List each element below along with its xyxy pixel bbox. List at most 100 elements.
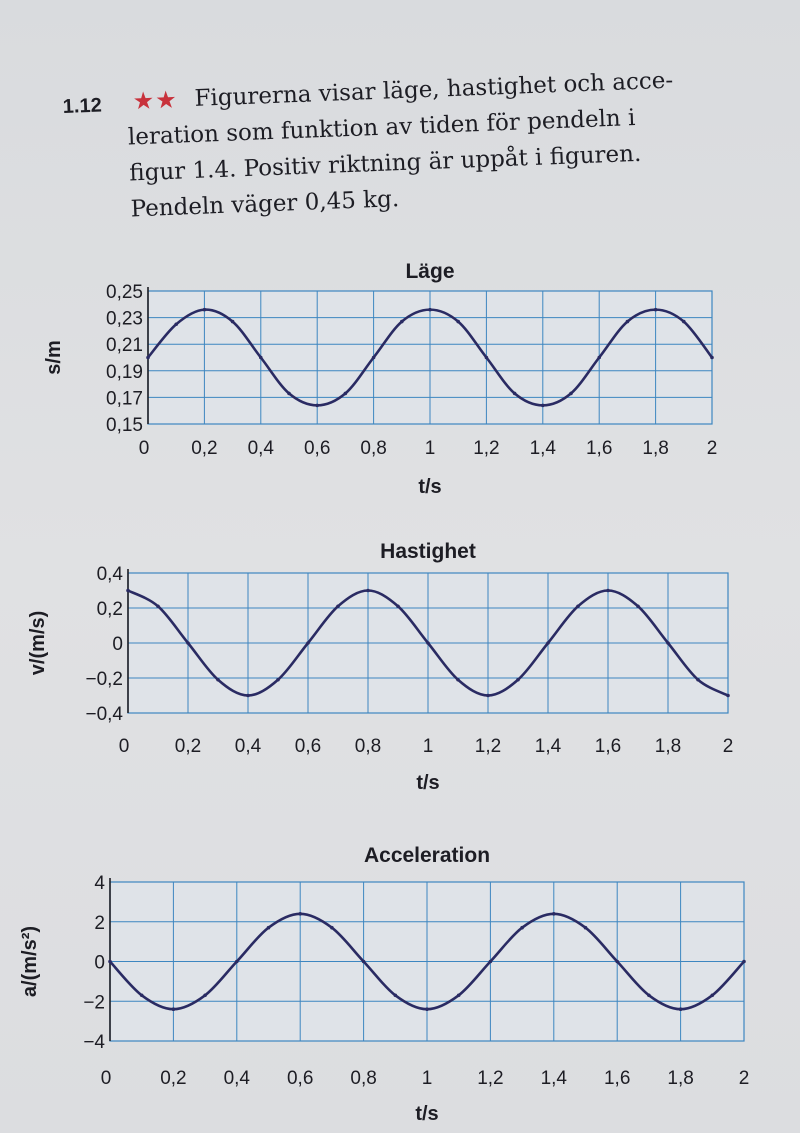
- x-tick-label: 0,2: [175, 736, 201, 757]
- data-point: [710, 993, 715, 998]
- x-tick-label: 2: [707, 438, 718, 459]
- chart-title: Hastighet: [380, 540, 476, 563]
- x-tick-label: 0,4: [248, 438, 275, 459]
- chart-title: Acceleration: [364, 844, 490, 867]
- x-tick-label: 0: [101, 1068, 112, 1089]
- y-tick-label: −2: [83, 992, 105, 1013]
- data-point: [139, 993, 144, 998]
- y-tick-label: 4: [94, 873, 105, 894]
- data-point: [186, 641, 190, 645]
- x-tick-label: 0,4: [224, 1068, 251, 1089]
- data-point: [636, 604, 640, 609]
- data-point: [486, 693, 490, 698]
- data-point: [336, 604, 340, 609]
- data-point: [361, 959, 366, 964]
- x-axis-label: t/s: [416, 772, 439, 794]
- data-point: [742, 959, 746, 964]
- y-tick-label: −0,2: [85, 669, 123, 690]
- x-tick-label: 1,4: [530, 438, 557, 459]
- data-point: [625, 319, 630, 324]
- y-tick-label: 0,4: [97, 564, 124, 585]
- x-tick-label: 0,8: [350, 1068, 376, 1089]
- data-point: [202, 307, 207, 312]
- data-point: [653, 307, 658, 312]
- y-tick-label: 0,2: [97, 599, 123, 620]
- data-point: [569, 391, 573, 396]
- data-point: [203, 993, 207, 998]
- x-tick-label: 0: [119, 736, 130, 757]
- data-point: [330, 925, 334, 930]
- data-point: [647, 993, 651, 998]
- data-point: [235, 959, 239, 964]
- x-tick-label: 2: [723, 736, 734, 757]
- data-point: [306, 641, 310, 645]
- y-axis-label: a/(m/s²): [19, 926, 41, 997]
- x-tick-label: 1,4: [541, 1068, 568, 1089]
- chart-3: Acceleration 4 2 0 −2 −4 0 0,2 0,4 0,6 0,8 1 1,2 1,4 1…: [19, 844, 749, 1125]
- data-point: [546, 641, 550, 645]
- x-axis-label: t/s: [415, 1103, 438, 1125]
- x-tick-label: 0,6: [287, 1068, 313, 1089]
- x-tick-label: 1: [423, 736, 434, 757]
- y-tick-label: 0,17: [106, 388, 143, 409]
- data-point: [174, 322, 178, 327]
- data-point: [597, 355, 601, 360]
- x-tick-label: 1,2: [473, 438, 499, 459]
- data-point: [396, 604, 400, 609]
- x-tick-label: 1,8: [642, 438, 668, 459]
- y-tick-label: 0,21: [106, 335, 143, 356]
- data-point: [606, 588, 610, 593]
- data-point: [287, 391, 291, 396]
- data-point: [366, 588, 370, 593]
- data-point: [230, 319, 235, 324]
- data-point: [488, 959, 493, 964]
- x-tick-label: 0,6: [304, 438, 330, 459]
- data-point: [456, 319, 461, 324]
- data-point: [615, 959, 619, 964]
- data-point: [400, 319, 404, 324]
- data-point: [343, 391, 348, 396]
- chart-1: Läge 0,25 0,23 0,21 0,19 0,17 0,150 0,2 0,4 0,6 0,…: [43, 260, 717, 498]
- data-point: [156, 604, 160, 609]
- x-tick-label: 0,2: [191, 438, 217, 459]
- x-tick-label: 1,6: [604, 1068, 630, 1089]
- data-point: [696, 677, 700, 682]
- data-point: [428, 307, 432, 312]
- data-point: [726, 693, 730, 698]
- data-point: [552, 912, 556, 916]
- x-tick-label: 1: [425, 438, 436, 459]
- data-point: [246, 693, 250, 698]
- x-tick-label: 1,2: [477, 1068, 503, 1089]
- data-point: [108, 959, 112, 964]
- x-tick-label: 1: [422, 1068, 433, 1089]
- chart-2: Hastighet 0,4 0,2 0 −0,2 −0,4 0 0,2 0,4 0,6 0,8 1 1,…: [27, 540, 733, 794]
- data-point: [276, 677, 280, 682]
- data-point: [576, 604, 580, 609]
- y-axis-label: s/m: [43, 340, 65, 374]
- y-tick-label: 0,15: [106, 415, 143, 436]
- data-point: [298, 912, 303, 916]
- y-tick-label: 0,25: [106, 282, 143, 303]
- y-tick-label: −4: [83, 1032, 105, 1053]
- data-point: [259, 355, 263, 360]
- x-tick-label: 0,2: [160, 1068, 186, 1089]
- y-tick-label: 0: [94, 953, 105, 974]
- data-point: [666, 641, 670, 645]
- data-point: [126, 588, 130, 593]
- chart-title: Läge: [405, 260, 454, 283]
- data-point: [426, 641, 430, 645]
- x-tick-label: 1,6: [595, 736, 621, 757]
- x-tick-label: 0,8: [355, 736, 381, 757]
- data-point: [512, 391, 517, 396]
- x-tick-label: 2: [739, 1068, 750, 1089]
- x-tick-label: 0,6: [295, 736, 321, 757]
- data-point: [520, 925, 524, 930]
- data-point: [393, 993, 398, 998]
- data-point: [371, 355, 376, 360]
- data-point: [146, 355, 150, 360]
- x-axis-label: t/s: [418, 476, 441, 498]
- y-axis-label: v/(m/s): [27, 611, 49, 675]
- x-tick-label: 0: [139, 438, 150, 459]
- x-tick-label: 0,8: [360, 438, 386, 459]
